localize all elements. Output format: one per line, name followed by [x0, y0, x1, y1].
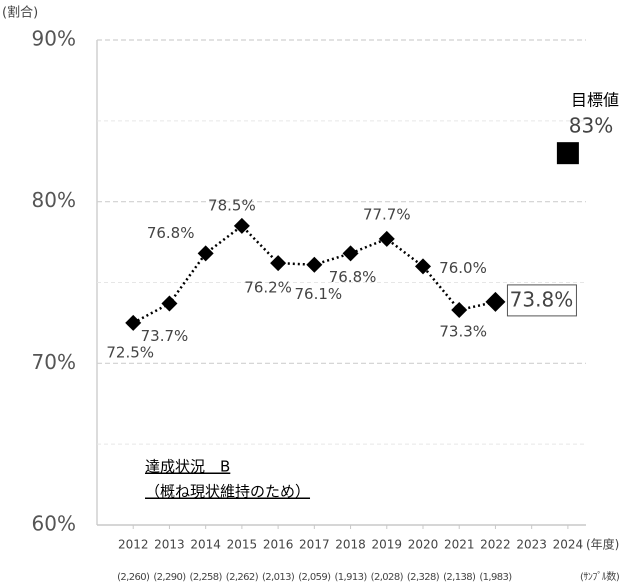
- data-point: [270, 255, 287, 272]
- y-tick-label: 80%: [32, 188, 76, 212]
- data-point: [342, 245, 359, 262]
- x-axis-label: (年度): [586, 537, 619, 552]
- sample-size: (1,913): [334, 572, 367, 583]
- data-point: [233, 217, 250, 234]
- data-point: [306, 256, 323, 273]
- data-point: [378, 230, 395, 247]
- x-tick-label: 2017: [299, 538, 330, 552]
- y-tick-label: 90%: [32, 27, 76, 51]
- target-label: 目標値: [571, 91, 619, 110]
- x-tick-label: 2014: [190, 538, 221, 552]
- x-tick-label: 2013: [154, 538, 185, 552]
- x-tick-label: 2021: [444, 538, 475, 552]
- x-tick-label: 2022: [480, 538, 511, 552]
- target-value-label: 83%: [569, 114, 613, 138]
- sample-size: (1,983): [479, 572, 512, 583]
- sample-size-label: (ｻﾝﾌﾟﾙ数): [580, 570, 620, 583]
- x-tick-label: 2012: [118, 538, 149, 552]
- data-label: 78.5%: [208, 196, 256, 214]
- data-point: [485, 291, 506, 312]
- data-point: [451, 301, 468, 318]
- highlight-box: [506, 284, 577, 317]
- sample-size: (2,328): [407, 572, 440, 583]
- sample-size: (2,059): [298, 572, 331, 583]
- data-label: 76.8%: [147, 224, 195, 242]
- target-marker: [556, 142, 579, 165]
- y-tick-label: 70%: [32, 350, 76, 374]
- x-tick-label: 2020: [408, 538, 439, 552]
- data-label: 73.7%: [141, 327, 189, 345]
- annotation: （概ね現状維持のため）: [145, 483, 310, 501]
- sample-size: (2,290): [153, 572, 186, 583]
- sample-size: (2,013): [262, 572, 295, 583]
- x-tick-label: 2016: [263, 538, 294, 552]
- sample-size: (2,028): [371, 572, 404, 583]
- data-point: [197, 245, 214, 262]
- y-axis-label: (割合): [2, 5, 38, 21]
- data-label: 72.5%: [106, 343, 154, 361]
- sample-size: (2,258): [190, 572, 223, 583]
- data-label: 76.8%: [329, 268, 377, 286]
- data-label: 73.8%: [510, 287, 574, 311]
- data-label: 76.0%: [439, 259, 487, 277]
- annotation: 達成状況 B: [145, 458, 230, 476]
- data-label: 76.2%: [244, 279, 292, 297]
- x-tick-label: 2024: [553, 538, 584, 552]
- x-tick-label: 2015: [227, 538, 258, 552]
- data-label: 73.3%: [439, 322, 487, 340]
- data-label: 77.7%: [363, 205, 411, 223]
- x-tick-label: 2023: [516, 538, 547, 552]
- data-label: 76.1%: [295, 285, 343, 303]
- sample-size: (2,138): [443, 572, 476, 583]
- data-point: [161, 295, 178, 312]
- x-tick-label: 2018: [335, 538, 366, 552]
- sample-size: (2,262): [226, 572, 259, 583]
- x-tick-label: 2019: [372, 538, 403, 552]
- sample-size: (2,260): [117, 572, 150, 583]
- y-tick-label: 60%: [32, 512, 76, 536]
- data-point: [125, 314, 142, 331]
- data-point: [415, 258, 431, 275]
